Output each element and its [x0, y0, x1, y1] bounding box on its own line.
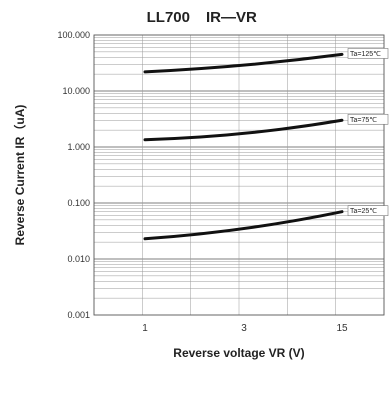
y-tick-label: 100.000 — [57, 30, 90, 40]
vertical-gridlines — [142, 35, 336, 315]
series-group: Ta=125℃ Ta=75℃ Ta=25℃ — [143, 48, 389, 241]
y-axis-ticks: 100.000 10.000 1.000 0.100 0.010 0.001 — [57, 30, 90, 320]
x-axis-label: Reverse voltage VR (V) — [173, 346, 304, 360]
chart-subtitle: IR—VR — [206, 9, 257, 26]
x-axis-ticks: 1 3 15 — [142, 323, 348, 334]
plot-frame — [93, 34, 385, 316]
series-label-box — [347, 113, 389, 125]
y-axis-label: Reverse Current IR（uA) — [12, 105, 27, 246]
y-tick-label: 0.100 — [67, 198, 90, 208]
y-tick-label: 0.001 — [67, 310, 90, 320]
x-tick-label: 1 — [142, 323, 148, 334]
y-tick-label: 0.010 — [67, 254, 90, 264]
series-label-box — [347, 205, 389, 216]
series-label-box — [347, 48, 389, 59]
series-line — [143, 52, 344, 74]
y-tick-label: 10.000 — [62, 86, 90, 96]
x-tick-label: 15 — [336, 323, 348, 334]
series-label: Ta=75℃ — [350, 117, 377, 124]
series-label: Ta=25℃ — [350, 208, 377, 215]
y-tick-label: 1.000 — [67, 142, 90, 152]
x-tick-label: 3 — [241, 323, 247, 334]
series-label: Ta=125℃ — [350, 51, 381, 58]
series-line — [143, 118, 344, 142]
series-line — [143, 210, 344, 241]
chart-title: LL700 — [147, 9, 190, 26]
